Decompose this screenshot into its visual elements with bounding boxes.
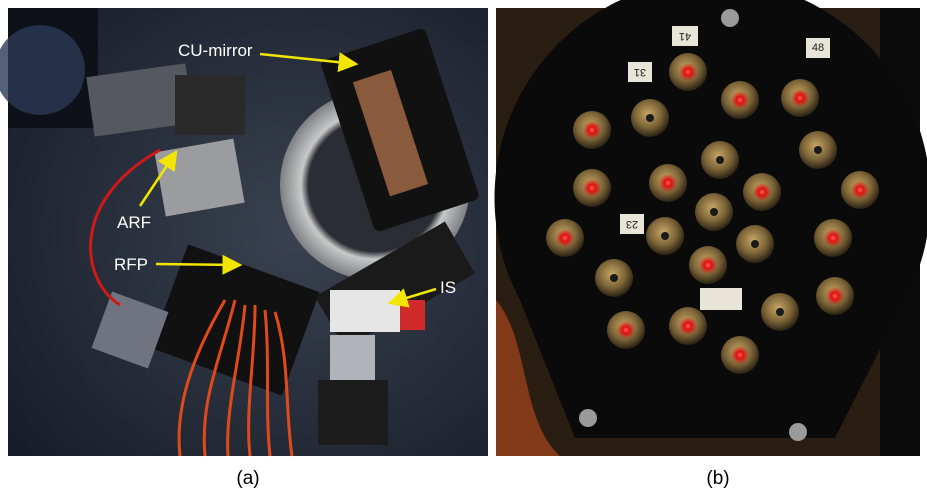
fiber xyxy=(661,232,669,240)
fiber xyxy=(791,89,809,107)
fiber xyxy=(646,114,654,122)
fiber xyxy=(679,63,697,81)
caption: (a) xyxy=(236,468,259,489)
fiber-bundle xyxy=(546,53,879,374)
caption: (b) xyxy=(706,468,729,489)
plate-label: 31 xyxy=(628,62,652,82)
fiber xyxy=(731,91,749,109)
fiber xyxy=(814,146,822,154)
plate-text: 48 xyxy=(812,42,824,54)
plate-label: 48 xyxy=(806,38,830,58)
fiber xyxy=(716,156,724,164)
label: CU-mirror xyxy=(178,41,253,60)
fiber xyxy=(751,240,759,248)
panel-a: CU-mirror ARF RFP IS xyxy=(0,8,488,457)
fiber xyxy=(583,179,601,197)
fiber xyxy=(776,308,784,316)
fiber xyxy=(699,256,717,274)
plate-label: 41 xyxy=(672,26,698,46)
label: RFP xyxy=(114,255,148,274)
fiber xyxy=(710,208,718,216)
fiber xyxy=(659,174,677,192)
fiber xyxy=(583,121,601,139)
fiber xyxy=(826,287,844,305)
fiber xyxy=(824,229,842,247)
fiber xyxy=(731,346,749,364)
fiber xyxy=(753,183,771,201)
fiber xyxy=(556,229,574,247)
fiber xyxy=(617,321,635,339)
plate-label: 23 xyxy=(620,214,644,234)
plate-text: 31 xyxy=(634,66,646,78)
label: ARF xyxy=(117,213,151,232)
plate-text: 23 xyxy=(626,218,638,230)
label: IS xyxy=(440,278,456,297)
plate-text: 41 xyxy=(679,30,691,42)
fiber xyxy=(851,181,869,199)
fiber xyxy=(610,274,618,282)
panel-b: 41 48 31 23 xyxy=(494,0,927,456)
fiber xyxy=(679,317,697,335)
